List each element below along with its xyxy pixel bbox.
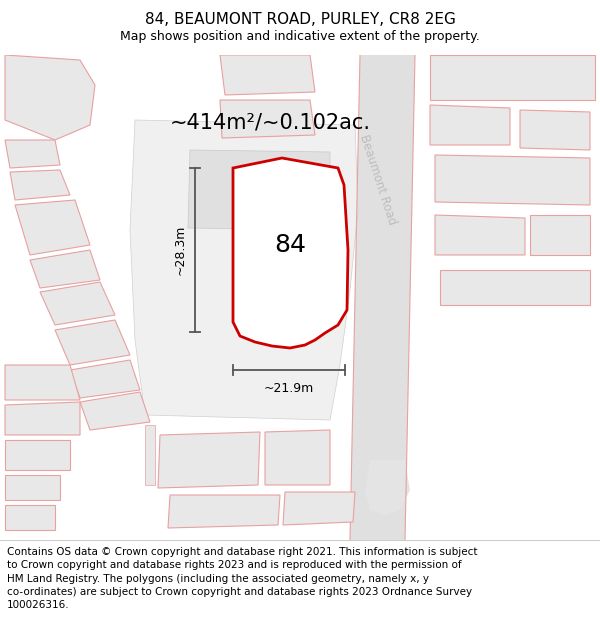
Polygon shape bbox=[130, 120, 358, 420]
Text: Map shows position and indicative extent of the property.: Map shows position and indicative extent… bbox=[120, 30, 480, 43]
Text: 84: 84 bbox=[274, 233, 306, 257]
Polygon shape bbox=[70, 360, 140, 398]
Text: ~28.3m: ~28.3m bbox=[174, 225, 187, 275]
Polygon shape bbox=[350, 55, 415, 540]
Polygon shape bbox=[283, 492, 355, 525]
Polygon shape bbox=[5, 140, 60, 168]
Polygon shape bbox=[5, 365, 80, 400]
Polygon shape bbox=[5, 505, 55, 530]
Text: 84, BEAUMONT ROAD, PURLEY, CR8 2EG: 84, BEAUMONT ROAD, PURLEY, CR8 2EG bbox=[145, 12, 455, 27]
Polygon shape bbox=[55, 320, 130, 365]
Polygon shape bbox=[80, 392, 150, 430]
Polygon shape bbox=[430, 105, 510, 145]
Polygon shape bbox=[40, 282, 115, 325]
Polygon shape bbox=[5, 402, 80, 435]
Text: ~414m²/~0.102ac.: ~414m²/~0.102ac. bbox=[170, 112, 371, 132]
Text: Beaumont Road: Beaumont Road bbox=[357, 133, 399, 227]
Polygon shape bbox=[435, 155, 590, 205]
Polygon shape bbox=[145, 425, 155, 485]
Polygon shape bbox=[5, 475, 60, 500]
Polygon shape bbox=[220, 55, 315, 95]
Polygon shape bbox=[158, 432, 260, 488]
Polygon shape bbox=[30, 250, 100, 288]
Polygon shape bbox=[520, 110, 590, 150]
Polygon shape bbox=[430, 55, 595, 100]
Polygon shape bbox=[530, 215, 590, 255]
Polygon shape bbox=[10, 170, 70, 200]
Polygon shape bbox=[265, 430, 330, 485]
Polygon shape bbox=[5, 55, 95, 140]
Polygon shape bbox=[15, 200, 90, 255]
Polygon shape bbox=[220, 100, 315, 138]
Polygon shape bbox=[365, 460, 410, 515]
Polygon shape bbox=[233, 158, 348, 348]
Text: ~21.9m: ~21.9m bbox=[264, 382, 314, 395]
Polygon shape bbox=[5, 440, 70, 470]
Polygon shape bbox=[435, 215, 525, 255]
Polygon shape bbox=[188, 150, 330, 230]
Polygon shape bbox=[168, 495, 280, 528]
Text: Contains OS data © Crown copyright and database right 2021. This information is : Contains OS data © Crown copyright and d… bbox=[7, 547, 478, 610]
Polygon shape bbox=[440, 270, 590, 305]
